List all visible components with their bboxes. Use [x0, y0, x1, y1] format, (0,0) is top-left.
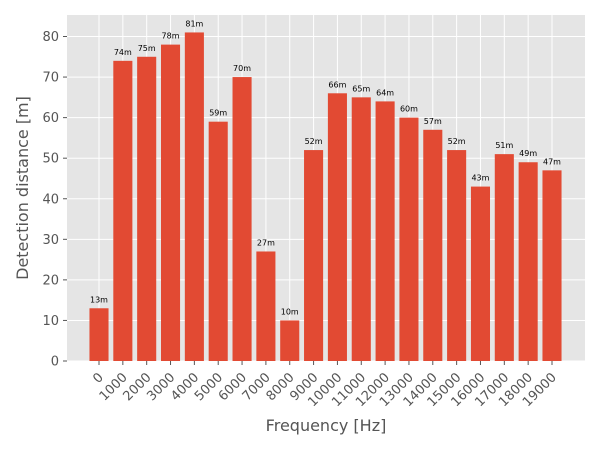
data-label-0: 13m — [90, 295, 108, 304]
bar-19000 — [542, 170, 562, 361]
data-labels-group: 13m 74m 75m 78m 81m 59m 70m 27m 10m 52m 66m 65m 64m 6… — [90, 19, 561, 316]
y-tick-label: 20 — [42, 273, 59, 288]
y-tick-label: 80 — [42, 30, 59, 45]
bar-17000 — [494, 154, 514, 361]
y-axis-label: Detection distance [m] — [13, 96, 32, 280]
data-label-19000: 47m — [543, 157, 561, 166]
y-tick-label: 40 — [42, 192, 59, 207]
y-tick-label: 0 — [51, 355, 59, 370]
bar-8000 — [280, 320, 300, 361]
data-label-13000: 60m — [400, 105, 418, 114]
data-label-12000: 64m — [376, 88, 394, 97]
bar-1000 — [113, 60, 133, 362]
bar-9000 — [304, 150, 324, 361]
bar-0 — [89, 308, 109, 361]
data-label-18000: 49m — [519, 149, 537, 158]
bar-7000 — [256, 251, 276, 361]
x-axis-ticks: 0100020003000400050006000700080009000100… — [90, 361, 560, 410]
x-tick-label: 0 — [90, 370, 106, 386]
data-label-16000: 43m — [471, 174, 489, 183]
data-label-17000: 51m — [495, 141, 513, 150]
bar-3000 — [160, 44, 181, 362]
bar-10000 — [327, 93, 347, 361]
data-label-7000: 27m — [257, 238, 275, 247]
data-label-6000: 70m — [233, 64, 251, 73]
data-label-10000: 66m — [328, 80, 346, 89]
data-label-15000: 52m — [448, 137, 466, 146]
x-axis-label: Frequency [Hz] — [266, 416, 387, 435]
bar-6000 — [232, 77, 252, 361]
bar-4000 — [184, 32, 204, 361]
bar-15000 — [447, 150, 467, 361]
bar-11000 — [351, 97, 371, 361]
data-label-5000: 59m — [209, 109, 227, 118]
bar-16000 — [470, 186, 491, 361]
y-tick-label: 50 — [42, 152, 59, 167]
bar-13000 — [399, 117, 419, 361]
y-tick-label: 70 — [42, 71, 59, 86]
y-tick-label: 30 — [42, 233, 59, 248]
bar-2000 — [137, 56, 157, 361]
data-label-4000: 81m — [185, 19, 203, 28]
data-label-2000: 75m — [138, 44, 156, 53]
data-label-8000: 10m — [281, 307, 299, 316]
y-axis-ticks: 0 10 20 30 40 50 60 70 80 — [42, 30, 67, 370]
data-label-3000: 78m — [162, 32, 180, 41]
bar-5000 — [208, 121, 228, 362]
data-label-14000: 57m — [424, 117, 442, 126]
data-label-9000: 52m — [305, 137, 323, 146]
data-label-11000: 65m — [352, 84, 370, 93]
bar-12000 — [375, 101, 395, 362]
data-label-1000: 74m — [114, 48, 132, 57]
bar-14000 — [423, 129, 443, 361]
y-tick-label: 10 — [42, 314, 59, 329]
bar-18000 — [518, 162, 538, 361]
y-tick-label: 60 — [42, 111, 59, 126]
bars-group — [89, 32, 562, 362]
